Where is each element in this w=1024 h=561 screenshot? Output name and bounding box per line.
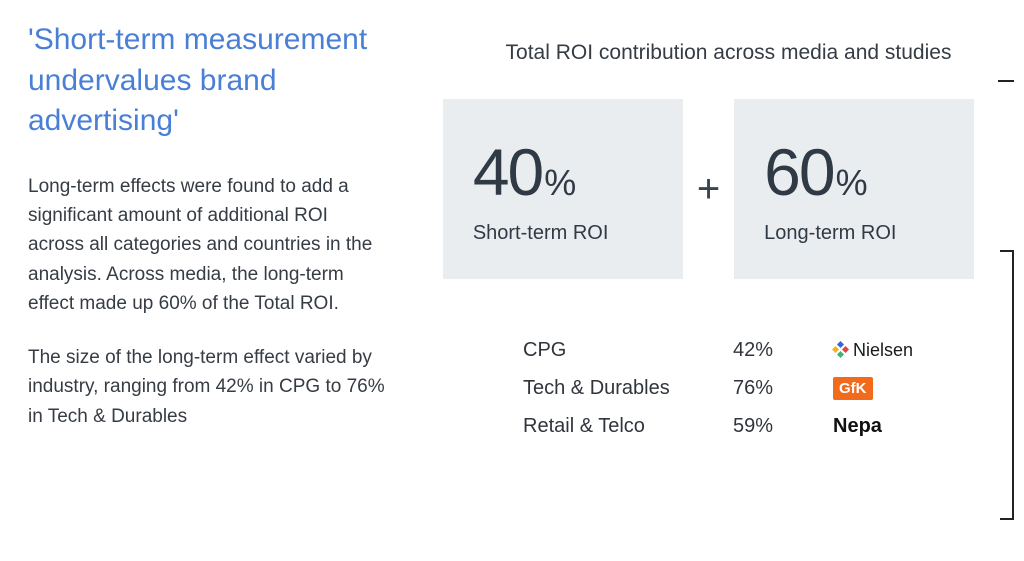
long-term-symbol: % [836, 162, 868, 204]
table-row: CPG 42% Nielsen [523, 331, 1014, 369]
long-term-box: 60 % Long-term ROI [734, 99, 974, 279]
category-label: Tech & Durables [523, 377, 733, 400]
headline-quote: 'Short-term measurement undervalues bran… [28, 20, 373, 142]
category-value: 42% [733, 339, 833, 362]
nielsen-logo: Nielsen [833, 340, 953, 361]
short-term-symbol: % [544, 162, 576, 204]
roi-boxes: 40 % Short-term ROI + 60 % Long-term ROI [403, 99, 1014, 279]
nielsen-mark-icon [833, 342, 849, 358]
gfk-logo: GfK [833, 377, 953, 400]
table-row: Retail & Telco 59% Nepa [523, 407, 1014, 445]
paragraph-1: Long-term effects were found to add a si… [28, 172, 373, 319]
short-term-label: Short-term ROI [473, 222, 683, 245]
nepa-text: Nepa [833, 415, 882, 438]
paragraph-2: The size of the long-term effect varied … [28, 343, 398, 431]
bracket-main [1000, 250, 1014, 520]
nepa-logo: Nepa [833, 415, 953, 438]
long-term-value: 60 [764, 134, 833, 210]
roi-section-title: Total ROI contribution across media and … [403, 38, 1014, 67]
short-term-box: 40 % Short-term ROI [443, 99, 683, 279]
gfk-text: GfK [833, 377, 873, 400]
category-value: 59% [733, 415, 833, 438]
bracket-line-top [998, 80, 1014, 82]
long-term-label: Long-term ROI [764, 222, 974, 245]
nielsen-text: Nielsen [853, 340, 913, 361]
category-value: 76% [733, 377, 833, 400]
short-term-value: 40 [473, 134, 542, 210]
industry-table: CPG 42% Nielsen Tech & Durables [403, 331, 1014, 445]
category-label: Retail & Telco [523, 415, 733, 438]
table-row: Tech & Durables 76% GfK [523, 369, 1014, 407]
plus-sign: + [697, 167, 720, 212]
category-label: CPG [523, 339, 733, 362]
